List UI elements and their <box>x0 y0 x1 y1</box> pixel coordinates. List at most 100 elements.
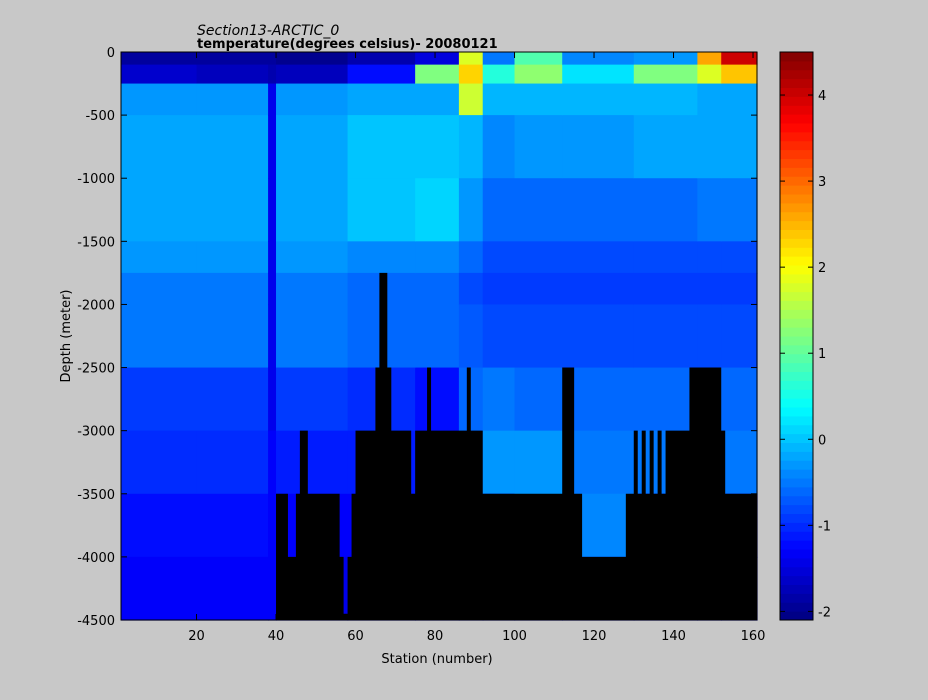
heatmap-cell <box>276 64 349 85</box>
x-tick-label: 140 <box>661 629 686 644</box>
heatmap-cell <box>514 64 563 85</box>
colorbar-swatch <box>780 220 813 231</box>
heatmap-cell <box>121 83 198 116</box>
heatmap-cell <box>268 241 277 274</box>
colorbar-swatch <box>780 131 813 142</box>
heatmap-cell <box>458 115 484 179</box>
heatmap-cell <box>276 367 349 432</box>
heatmap-cell <box>514 178 563 242</box>
heatmap-cell <box>458 272 484 306</box>
colorbar-swatch <box>780 362 813 373</box>
heatmap-cell <box>268 493 277 558</box>
colorbar-swatch <box>780 549 813 559</box>
y-tick-label: -4000 <box>77 551 115 566</box>
heatmap-cell <box>514 304 563 369</box>
heatmap-cell <box>268 430 277 495</box>
y-tick-label: -1500 <box>77 235 115 250</box>
heatmap-cell <box>697 304 722 369</box>
y-tick-label: -3000 <box>77 425 115 440</box>
y-tick-label: -500 <box>85 109 115 124</box>
y-axis-label: Depth (meter) <box>59 290 74 383</box>
chart-title: Section13-ARCTIC_0 <box>197 23 339 39</box>
heatmap-cell <box>697 64 722 85</box>
heatmap-cell <box>276 241 349 274</box>
heatmap-cell <box>415 367 460 432</box>
heatmap-cell <box>276 430 349 495</box>
colorbar-swatch <box>780 114 813 124</box>
colorbar-swatch <box>780 256 813 266</box>
colorbar-swatch <box>780 513 813 523</box>
heatmap-cell <box>196 52 269 66</box>
y-tick-label: -2500 <box>77 362 115 377</box>
heatmap-cell <box>347 178 416 242</box>
colorbar-swatch <box>780 123 813 133</box>
heatmap-cell <box>415 64 460 85</box>
heatmap-cell <box>721 52 758 66</box>
colorbar-frame <box>779 51 814 621</box>
plot-frame <box>120 51 758 621</box>
heatmap-cell <box>121 304 198 369</box>
heatmap-cell <box>347 241 416 274</box>
colorbar-swatch <box>780 566 813 577</box>
heatmap-cell <box>196 272 269 306</box>
heatmap-cell <box>196 64 269 85</box>
heatmap-cell <box>121 178 198 242</box>
heatmap-cell <box>121 556 198 621</box>
heatmap-cell <box>458 52 484 66</box>
heatmap-cell <box>276 115 349 179</box>
heatmap-cell <box>562 52 635 66</box>
heatmap-cell <box>482 241 516 274</box>
heatmap-cell <box>633 367 698 432</box>
colorbar-swatch <box>780 247 813 257</box>
heatmap-cell <box>415 241 460 274</box>
x-tick-label: 100 <box>502 629 527 644</box>
heatmap-cell <box>276 52 349 66</box>
colorbar-tick-label: -2 <box>818 605 831 620</box>
heatmap-cell <box>458 241 484 274</box>
heatmap-cell <box>415 52 460 66</box>
heatmap-cell <box>121 367 198 432</box>
colorbar-tick-label: 1 <box>818 347 826 362</box>
colorbar-swatch <box>780 486 813 497</box>
heatmap-cell <box>482 83 516 116</box>
heatmap-cell <box>196 304 269 369</box>
x-tick-label: 120 <box>582 629 607 644</box>
heatmap-cell <box>562 178 635 242</box>
colorbar-swatch <box>780 371 813 381</box>
heatmap-cell <box>562 367 635 432</box>
colorbar-swatch <box>780 309 813 319</box>
heatmap-cell <box>482 430 516 495</box>
colorbar-swatch <box>780 60 813 71</box>
colorbar-swatch <box>780 522 813 532</box>
heatmap-cell <box>514 367 563 432</box>
heatmap-cell <box>562 115 635 179</box>
colorbar-swatch <box>780 238 813 248</box>
seafloor-mask <box>276 272 757 620</box>
heatmap-cell <box>514 430 563 495</box>
heatmap-cell <box>121 272 198 306</box>
colorbar-swatch <box>780 557 813 568</box>
heatmap-cell <box>415 83 460 116</box>
heatmap-cell <box>121 493 198 558</box>
colorbar-swatch <box>780 265 813 275</box>
colorbar-swatch <box>780 282 813 293</box>
colorbar-swatch <box>780 105 813 115</box>
heatmap-cell <box>196 430 269 495</box>
heatmap-cell <box>347 64 416 85</box>
heatmap-cell <box>415 304 460 369</box>
heatmap-cell <box>633 241 698 274</box>
heatmap-cell <box>633 52 698 66</box>
heatmap-cell <box>268 178 277 242</box>
heatmap-cell <box>514 83 563 116</box>
heatmap-cell <box>347 115 416 179</box>
colorbar-swatch <box>780 407 813 417</box>
colorbar-swatch <box>780 495 813 506</box>
y-axis-ticks: 0 -500 -1000 -1500 -2000 -2500 -3000 -3500 -4000… <box>77 46 757 629</box>
heatmap-cell <box>276 83 349 116</box>
heatmap-cell <box>697 115 722 179</box>
heatmap-cell <box>482 367 516 432</box>
colorbar-tick-label: 4 <box>818 89 826 104</box>
x-tick-label: 20 <box>188 629 205 644</box>
colorbar-swatch <box>780 504 813 515</box>
